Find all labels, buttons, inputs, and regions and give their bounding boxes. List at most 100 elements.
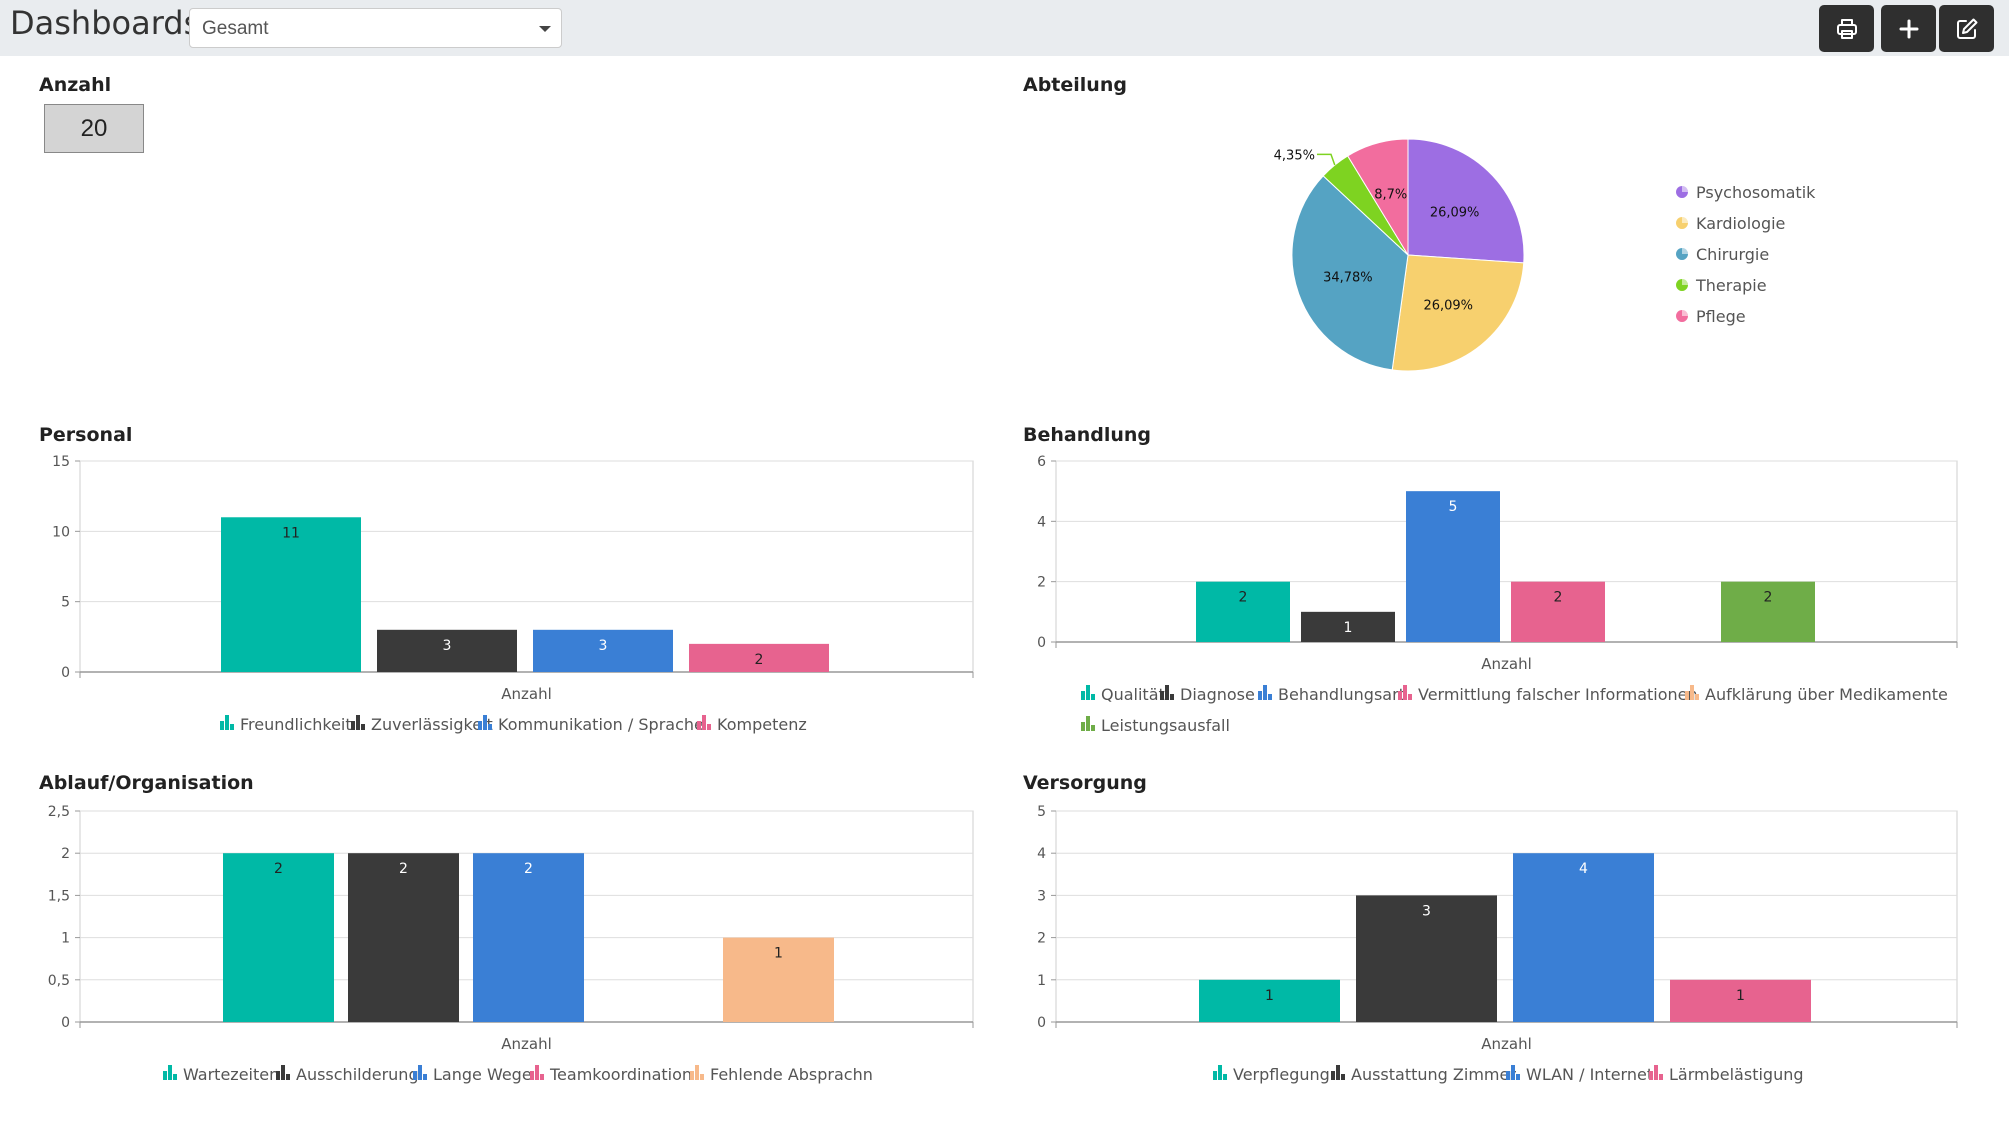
legend-item-fehlende-absprachn: Fehlende Absprachn [690, 1065, 873, 1084]
legend-item-chirurgie: Chirurgie [1675, 245, 1769, 264]
versorgung-y-tick-label: 1 [1037, 973, 1046, 989]
legend-icon [540, 1074, 544, 1080]
legend-icon [418, 1065, 422, 1080]
legend-icon [535, 1065, 539, 1080]
dashboard-select[interactable]: Gesamt [189, 8, 562, 48]
legend-item-freundlichkeit: Freundlichkeit [220, 715, 352, 734]
legend-icon [1649, 1071, 1653, 1080]
behandlung-y-tick-label: 2 [1037, 575, 1046, 591]
versorgung-title: Versorgung [1023, 772, 1147, 794]
pie-label: 34,78% [1323, 270, 1373, 285]
top-bar: Dashboards Gesamt [0, 0, 2009, 56]
legend-icon [1218, 1065, 1222, 1080]
legend-icon [356, 715, 360, 730]
legend-item-kommunikation-sprache: Kommunikation / Sprache [478, 715, 704, 734]
legend-icon [1398, 691, 1402, 700]
versorgung-bar-chart: 0 1 2 3 4 5 1 3 4 1 Anzahl Verpflegung Ausstattung Z… [1037, 804, 1958, 1084]
legend-icon [168, 1065, 172, 1080]
bar-kommunikation-sprache [533, 629, 673, 672]
legend-icon [1695, 694, 1699, 700]
bar-value-label: 3 [1422, 903, 1431, 919]
legend-icon [1258, 691, 1262, 700]
legend-icon [1403, 685, 1407, 700]
legend-label: Verpflegung [1233, 1065, 1330, 1084]
pie-slice-psychosomatik [1407, 138, 1525, 264]
legend-icon [1682, 186, 1688, 192]
legend-icon [1506, 1071, 1510, 1080]
bar-value-label: 2 [755, 652, 764, 668]
legend-icon [1682, 279, 1688, 285]
legend-icon [702, 715, 706, 730]
legend-icon [173, 1074, 177, 1080]
edit-dashboard-button[interactable] [1939, 5, 1994, 52]
legend-item-qualit-t: Qualität [1081, 685, 1165, 704]
behandlung-y-tick-label: 6 [1037, 454, 1046, 470]
legend-label: Pflege [1696, 307, 1746, 326]
bar-wartezeiten [223, 853, 334, 1022]
legend-label: Therapie [1695, 276, 1767, 295]
legend-item-verpflegung: Verpflegung [1213, 1065, 1330, 1084]
legend-icon [361, 724, 365, 730]
personal-y-tick-label: 0 [61, 665, 70, 681]
versorgung-y-tick-label: 3 [1037, 888, 1046, 904]
legend-label: Behandlungsart [1278, 685, 1405, 704]
legend-icon [413, 1071, 417, 1080]
edit-icon [1956, 18, 1977, 39]
legend-icon [1086, 685, 1090, 700]
bar-value-label: 11 [282, 525, 300, 541]
personal-title: Personal [39, 424, 133, 446]
legend-label: Wartezeiten [183, 1065, 279, 1084]
personal-plot-frame [79, 460, 974, 673]
add-dashboard-button[interactable] [1881, 5, 1936, 52]
bar-value-label: 2 [399, 861, 408, 877]
legend-icon [695, 1065, 699, 1080]
bar-diagnose [1301, 611, 1395, 642]
legend-label: Zuverlässigkeit [371, 715, 493, 734]
pie-slice-pflege [1347, 138, 1409, 257]
bar-wlan-internet [1513, 853, 1654, 1022]
legend-icon [225, 715, 229, 730]
bar-value-label: 2 [274, 861, 283, 877]
legend-item-wlan-internet: WLAN / Internet [1506, 1065, 1653, 1084]
pie-label: 4,35% [1274, 148, 1315, 163]
bar-freundlichkeit [221, 517, 361, 672]
bar-kompetenz [689, 643, 829, 672]
legend-icon [1690, 685, 1694, 700]
legend-icon [1081, 691, 1085, 700]
legend-item-diagnose: Diagnose [1160, 685, 1255, 704]
legend-icon [1516, 1074, 1520, 1080]
pie-label: 8,7% [1374, 188, 1407, 203]
legend-icon [1091, 725, 1095, 731]
bar-lange-wege [473, 853, 584, 1022]
behandlung-bar-chart: 0 2 4 6 2 1 5 2 2 Anzahl Qualität Diagnose Behandlun… [1037, 454, 1958, 735]
personal-bar-chart: 0 5 10 15 11 3 3 2 Anzahl Freundlichkeit Zuverläss… [52, 454, 974, 734]
bar-value-label: 4 [1579, 861, 1588, 877]
legend-icon [1682, 310, 1688, 316]
legend-icon [707, 724, 711, 730]
legend-label: Lärmbelästigung [1669, 1065, 1804, 1084]
legend-label: Ausstattung Zimmer [1351, 1065, 1516, 1084]
legend-label: WLAN / Internet [1526, 1065, 1653, 1084]
legend-icon [1336, 1065, 1340, 1080]
legend-item-l-rmbel-stigung: Lärmbelästigung [1649, 1065, 1804, 1084]
legend-icon [483, 715, 487, 730]
abteilung-pie-chart: 26,09% 26,09% 34,78% 4,35% 8,7% Psychosomatik… [1274, 138, 1816, 372]
dashboard-select-value: Gesamt [202, 18, 269, 39]
legend-label: Ausschilderung [296, 1065, 419, 1084]
abteilung-title: Abteilung [1023, 74, 1127, 96]
versorgung-y-tick-label: 4 [1037, 846, 1046, 862]
bar-value-label: 5 [1449, 499, 1458, 515]
legend-label: Kardiologie [1696, 214, 1785, 233]
legend-icon [1263, 685, 1267, 700]
legend-item-wartezeiten: Wartezeiten [163, 1065, 279, 1084]
bar-ausschilderung [348, 853, 459, 1022]
legend-icon [1331, 1071, 1335, 1080]
pie-label: 26,09% [1423, 298, 1473, 313]
bar-value-label: 1 [1344, 620, 1353, 636]
legend-item-ausstattung-zimmer: Ausstattung Zimmer [1331, 1065, 1516, 1084]
versorgung-y-tick-label: 2 [1037, 931, 1046, 947]
personal-x-axis-label: Anzahl [501, 685, 552, 703]
legend-label: Vermittlung falscher Informationen [1418, 685, 1698, 704]
legend-item-lange-wege: Lange Wege [413, 1065, 532, 1084]
print-button[interactable] [1819, 5, 1874, 52]
